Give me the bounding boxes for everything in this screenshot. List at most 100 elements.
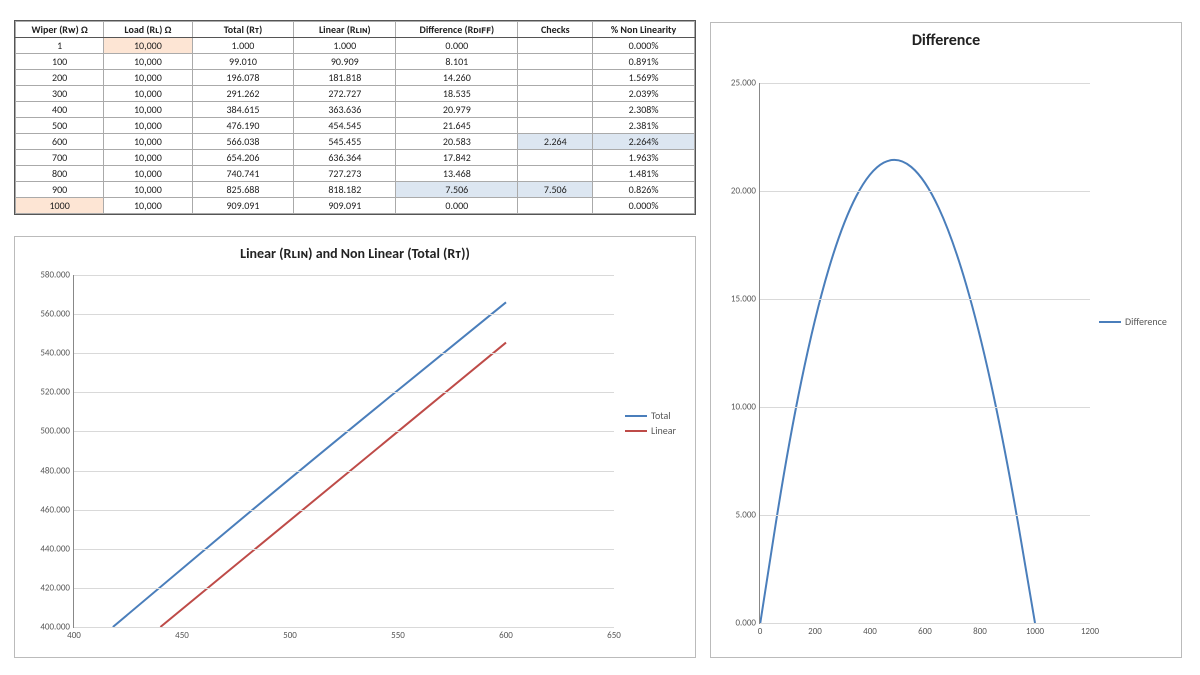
table-cell: 90.909 (294, 54, 396, 70)
y-tick-label: 500.000 (40, 426, 70, 437)
table-cell (518, 166, 593, 182)
y-tick-label: 400.000 (40, 622, 70, 633)
chart-difference: Difference 0.0005.00010.00015.00020.0002… (710, 22, 1182, 658)
series-line (760, 160, 1035, 623)
y-tick-label: 580.000 (40, 270, 70, 281)
series-line (113, 302, 506, 627)
data-table-wrap: Wiper (Rᴡ) ΩLoad (Rʟ) ΩTotal (Rᴛ)Linear … (14, 20, 696, 215)
x-tick-label: 1000 (1026, 626, 1044, 637)
gridline (74, 549, 614, 550)
table-cell: 8.101 (396, 54, 518, 70)
y-tick-label: 15.000 (731, 294, 756, 305)
table-cell: 181.818 (294, 70, 396, 86)
legend-item: Difference (1099, 315, 1167, 328)
table-cell: 636.364 (294, 150, 396, 166)
table-cell: 13.468 (396, 166, 518, 182)
table-cell: 10,000 (104, 118, 192, 134)
series-line (160, 343, 506, 627)
table-row: 20010,000196.078181.81814.2601.569% (16, 70, 695, 86)
table-cell: 2.264% (593, 134, 695, 150)
table-cell: 545.455 (294, 134, 396, 150)
x-tick-label: 600 (918, 626, 932, 637)
y-tick-label: 20.000 (731, 186, 756, 197)
table-cell: 500 (16, 118, 104, 134)
table-cell: 476.190 (192, 118, 294, 134)
table-cell: 654.206 (192, 150, 294, 166)
legend-label: Difference (1125, 315, 1167, 328)
table-cell: 300 (16, 86, 104, 102)
table-cell: 400 (16, 102, 104, 118)
table-cell: 10,000 (104, 86, 192, 102)
x-tick-label: 450 (175, 630, 189, 641)
table-cell: 17.842 (396, 150, 518, 166)
table-cell: 1000 (16, 198, 104, 214)
table-cell: 825.688 (192, 182, 294, 198)
y-tick-label: 540.000 (40, 348, 70, 359)
table-cell: 10,000 (104, 166, 192, 182)
x-tick-label: 400 (863, 626, 877, 637)
table-row: 10010,00099.01090.9098.1010.891% (16, 54, 695, 70)
y-tick-label: 560.000 (40, 309, 70, 320)
table-cell: 10,000 (104, 150, 192, 166)
table-cell: 7.506 (396, 182, 518, 198)
table-cell: 0.000 (396, 198, 518, 214)
table-cell: 2.308% (593, 102, 695, 118)
legend-swatch (1099, 321, 1121, 323)
table-cell: 0.000 (396, 38, 518, 54)
chart-difference-legend: Difference (1099, 313, 1167, 330)
table-cell: 10,000 (104, 102, 192, 118)
table-cell: 1.569% (593, 70, 695, 86)
table-cell: 0.000% (593, 38, 695, 54)
table-cell: 272.727 (294, 86, 396, 102)
table-header-cell: Checks (518, 22, 593, 38)
table-cell: 600 (16, 134, 104, 150)
table-cell: 2.264 (518, 134, 593, 150)
table-cell: 14.260 (396, 70, 518, 86)
table-cell: 100 (16, 54, 104, 70)
gridline (760, 83, 1090, 84)
table-cell: 10,000 (104, 54, 192, 70)
legend-item: Total (625, 409, 676, 422)
data-table-body: 110,0001.0001.0000.0000.000%10010,00099.… (16, 38, 695, 214)
gridline (760, 299, 1090, 300)
table-cell: 909.091 (192, 198, 294, 214)
table-cell: 800 (16, 166, 104, 182)
legend-swatch (625, 430, 647, 432)
x-tick-label: 400 (67, 630, 81, 641)
table-row: 90010,000825.688818.1827.5067.5060.826% (16, 182, 695, 198)
table-cell: 1.963% (593, 150, 695, 166)
table-cell: 200 (16, 70, 104, 86)
y-tick-label: 440.000 (40, 543, 70, 554)
table-cell (518, 86, 593, 102)
gridline (74, 431, 614, 432)
table-cell: 10,000 (104, 70, 192, 86)
table-cell (518, 118, 593, 134)
table-cell (518, 150, 593, 166)
table-cell: 10,000 (104, 38, 192, 54)
gridline (74, 314, 614, 315)
y-tick-label: 5.000 (735, 510, 756, 521)
table-header-cell: Total (Rᴛ) (192, 22, 294, 38)
gridline (74, 392, 614, 393)
y-tick-label: 10.000 (731, 402, 756, 413)
x-tick-label: 550 (391, 630, 405, 641)
table-header-cell: Wiper (Rᴡ) Ω (16, 22, 104, 38)
table-cell: 909.091 (294, 198, 396, 214)
gridline (74, 353, 614, 354)
table-row: 70010,000654.206636.36417.842 1.963% (16, 150, 695, 166)
data-table-head: Wiper (Rᴡ) ΩLoad (Rʟ) ΩTotal (Rᴛ)Linear … (16, 22, 695, 38)
table-cell: 2.381% (593, 118, 695, 134)
y-tick-label: 480.000 (40, 465, 70, 476)
table-cell: 384.615 (192, 102, 294, 118)
gridline (760, 407, 1090, 408)
chart-linear-nonlinear-svg (74, 275, 614, 627)
table-row: 80010,000740.741727.27313.4681.481% (16, 166, 695, 182)
x-tick-label: 650 (607, 630, 621, 641)
table-cell (518, 102, 593, 118)
table-row: 110,0001.0001.0000.0000.000% (16, 38, 695, 54)
page-root: Wiper (Rᴡ) ΩLoad (Rʟ) ΩTotal (Rᴛ)Linear … (0, 0, 1200, 675)
legend-label: Linear (651, 424, 676, 437)
chart-difference-plot: 0.0005.00010.00015.00020.00025.000020040… (759, 83, 1090, 624)
table-cell: 700 (16, 150, 104, 166)
table-cell: 0.826% (593, 182, 695, 198)
